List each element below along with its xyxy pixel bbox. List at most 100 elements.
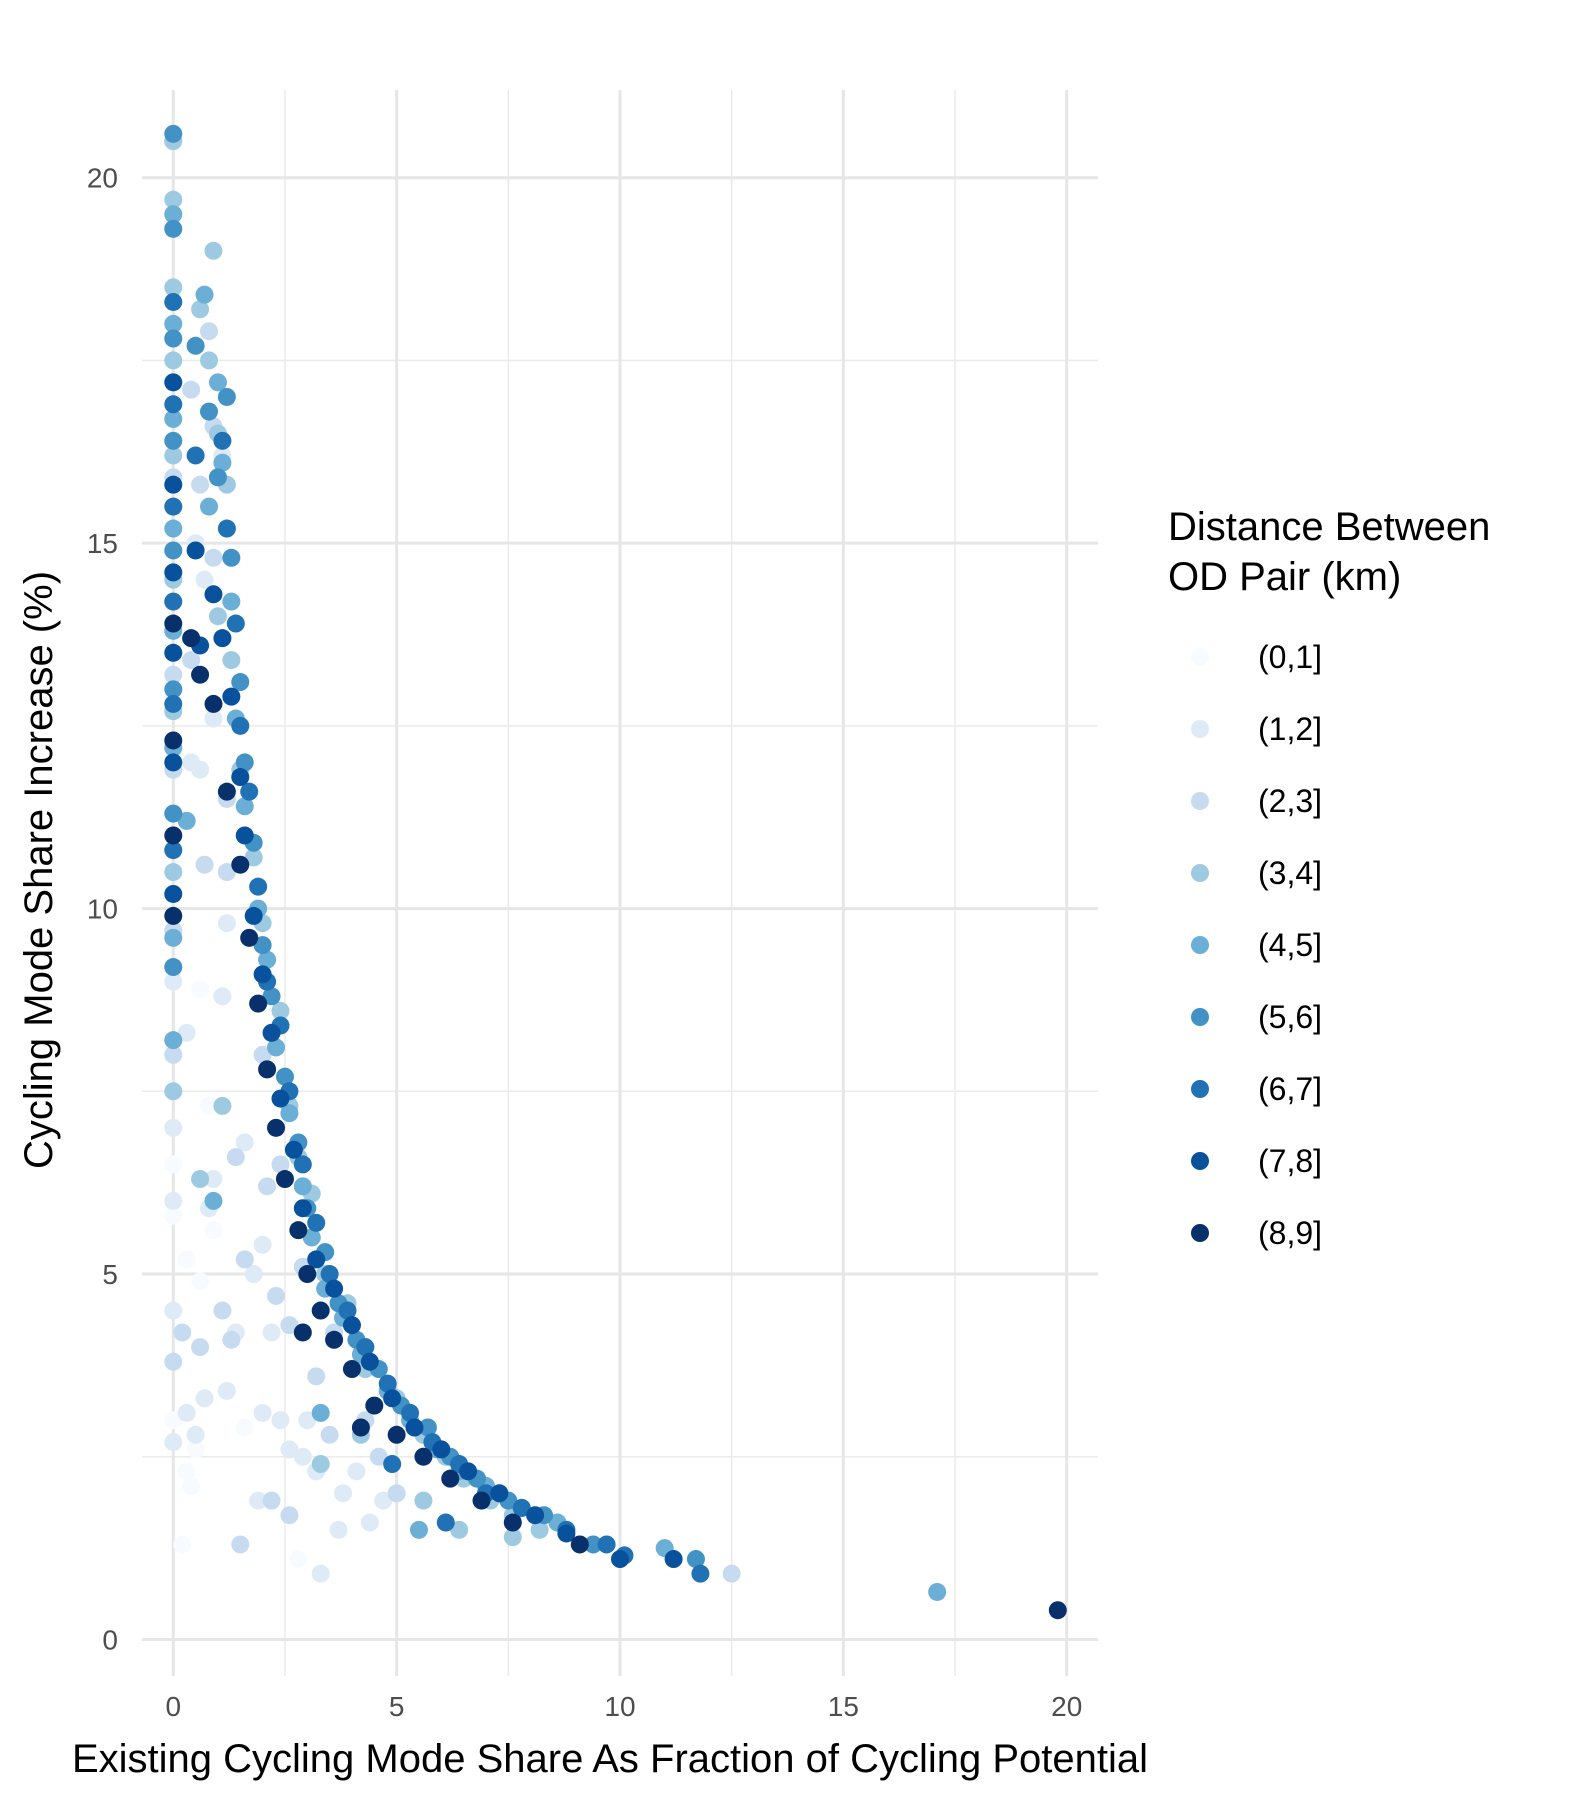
scatter-point [213, 431, 232, 450]
scatter-point [222, 592, 241, 611]
scatter-point [414, 1491, 433, 1510]
scatter-point [235, 797, 254, 816]
scatter-point [405, 1418, 424, 1437]
legend-key [1191, 792, 1209, 810]
scatter-point [271, 1001, 290, 1020]
scatter-point [275, 1170, 294, 1189]
x-tick-label: 5 [389, 1691, 405, 1722]
scatter-point [267, 1286, 286, 1305]
scatter-point [213, 453, 232, 472]
scatter-point [235, 753, 254, 772]
scatter-point [195, 1389, 214, 1408]
scatter-point [597, 1535, 616, 1554]
scatter-point [325, 1279, 344, 1298]
scatter-point [164, 680, 183, 699]
scatter-point [557, 1524, 576, 1543]
scatter-point [249, 994, 268, 1013]
scatter-point [204, 1191, 223, 1210]
scatter-point [177, 1462, 196, 1481]
scatter-point [164, 278, 183, 297]
scatter-point [177, 1250, 196, 1269]
legend-label: (3,4] [1258, 855, 1322, 891]
scatter-point [164, 928, 183, 947]
scatter-point [195, 855, 214, 874]
scatter-point [164, 643, 183, 662]
scatter-point [164, 497, 183, 516]
scatter-point [338, 1301, 357, 1320]
scatter-point [164, 1352, 183, 1371]
scatter-point [164, 863, 183, 882]
y-tick-label: 15 [87, 528, 118, 559]
legend-key [1191, 1080, 1209, 1098]
scatter-point [383, 1389, 402, 1408]
scatter-point [164, 205, 183, 224]
scatter-point [289, 1221, 308, 1240]
scatter-point [262, 987, 281, 1006]
scatter-point [204, 241, 223, 260]
scatter-point [441, 1469, 460, 1488]
legend-label: (8,9] [1258, 1215, 1322, 1251]
scatter-point [280, 1104, 299, 1123]
scatter-point [217, 914, 236, 933]
scatter-point [258, 1060, 277, 1079]
scatter-point [280, 1316, 299, 1335]
legend-key [1191, 1008, 1209, 1026]
y-tick-label: 10 [87, 894, 118, 925]
scatter-point [293, 1177, 312, 1196]
scatter-point [530, 1520, 549, 1539]
scatter-point [164, 124, 183, 143]
scatter-point [360, 1352, 379, 1371]
scatter-point [472, 1491, 491, 1510]
scatter-point [164, 1411, 183, 1430]
scatter-point [249, 877, 268, 896]
data-points [164, 124, 1067, 1620]
legend-key [1191, 864, 1209, 882]
scatter-point [293, 1199, 312, 1218]
scatter-point [204, 585, 223, 604]
scatter-point [164, 1031, 183, 1050]
scatter-point [503, 1528, 522, 1547]
x-tick-label: 15 [828, 1691, 859, 1722]
scatter-point [164, 906, 183, 925]
y-tick-label: 0 [102, 1624, 118, 1655]
scatter-point [191, 665, 210, 684]
scatter-point [360, 1513, 379, 1532]
scatter-point [164, 592, 183, 611]
scatter-point [200, 497, 219, 516]
scatter-point [191, 475, 210, 494]
scatter-point [293, 1323, 312, 1342]
legend-label: (0,1] [1258, 639, 1322, 675]
scatter-point [164, 475, 183, 494]
scatter-point [271, 1089, 290, 1108]
scatter-point [244, 1265, 263, 1284]
scatter-point [249, 1491, 268, 1510]
scatter-point [186, 446, 205, 465]
scatter-point [334, 1484, 353, 1503]
scatter-point [164, 541, 183, 560]
scatter-point [204, 1170, 223, 1189]
legend: Distance Between OD Pair (km) (0,1] (1,2]… [1168, 505, 1490, 1251]
legend-key [1191, 1224, 1209, 1242]
scatter-point [177, 1023, 196, 1042]
scatter-point [164, 190, 183, 209]
scatter-point [351, 1418, 370, 1437]
legend-label: (7,8] [1258, 1143, 1322, 1179]
scatter-point [164, 329, 183, 348]
scatter-point [267, 1118, 286, 1137]
scatter-point [191, 979, 210, 998]
scatter-point [240, 782, 259, 801]
scatter-point [222, 548, 241, 567]
y-axis-tick-labels: 0 5 10 15 20 [87, 163, 118, 1656]
scatter-point [164, 563, 183, 582]
scatter-point [186, 1440, 205, 1459]
scatter-point [164, 731, 183, 750]
scatter-point [195, 285, 214, 304]
scatter-point [244, 906, 263, 925]
scatter-point [204, 694, 223, 713]
scatter-point [217, 519, 236, 538]
scatter-point [213, 987, 232, 1006]
scatter-point [414, 1447, 433, 1466]
scatter-point [271, 1155, 290, 1174]
scatter-point [267, 1038, 286, 1057]
scatter-point [284, 1140, 303, 1159]
